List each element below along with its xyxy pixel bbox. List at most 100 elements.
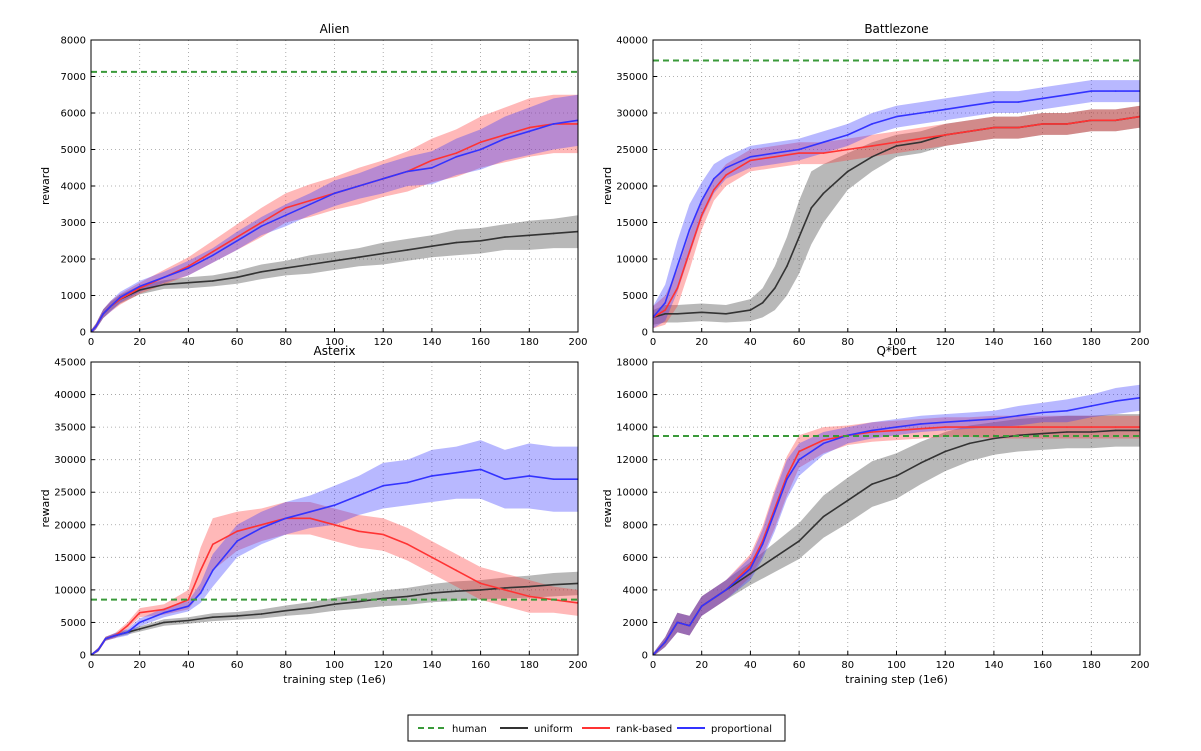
point-proportional <box>920 423 922 425</box>
point-proportional <box>688 229 691 231</box>
point-proportional <box>285 214 287 216</box>
x-tick-label: 200 <box>568 660 587 671</box>
legend: human uniform rank-based proportional <box>407 714 786 742</box>
point-uniform <box>406 595 409 598</box>
point-rank-based <box>138 611 141 614</box>
point-uniform <box>920 462 922 464</box>
point-uniform <box>455 241 458 244</box>
plot-area-battlezone <box>653 59 1140 329</box>
point-rank-based <box>1066 426 1068 428</box>
point-rank-based <box>126 624 129 627</box>
point-proportional <box>552 123 555 125</box>
point-proportional <box>1114 90 1117 92</box>
y-tick-label: 5000 <box>623 291 648 302</box>
point-proportional <box>676 265 679 268</box>
point-rank-based <box>199 569 202 572</box>
point-proportional <box>382 484 385 487</box>
x-tick-label: 120 <box>936 660 955 671</box>
point-rank-based <box>138 287 141 290</box>
x-tick-label: 0 <box>650 660 656 671</box>
y-tick-label: 40000 <box>616 36 648 47</box>
point-uniform <box>895 145 898 147</box>
point-rank-based <box>749 159 752 162</box>
y-tick-label: 12000 <box>616 455 648 466</box>
point-proportional <box>1114 400 1117 402</box>
point-proportional <box>187 605 190 607</box>
point-rank-based <box>713 188 715 191</box>
band-uniform <box>91 215 578 332</box>
y-tick-label: 8000 <box>623 520 648 531</box>
y-tick-label: 14000 <box>616 423 648 434</box>
x-tick-label: 40 <box>744 337 757 348</box>
point-rank-based <box>822 439 825 441</box>
y-tick-label: 5000 <box>61 618 86 629</box>
point-proportional <box>358 494 360 497</box>
point-uniform <box>479 239 482 242</box>
y-tick-label: 15000 <box>616 218 648 229</box>
x-tick-label: 100 <box>325 337 344 348</box>
point-uniform <box>664 312 666 315</box>
point-proportional <box>95 325 97 328</box>
point-rank-based <box>528 595 531 598</box>
x-tick-label: 200 <box>1130 337 1149 348</box>
legend-label-rank-based: rank-based <box>616 724 672 735</box>
y-axis-label: reward <box>601 489 614 527</box>
y-tick-label: 15000 <box>54 553 86 564</box>
point-proportional <box>993 101 995 103</box>
point-uniform <box>786 265 788 268</box>
point-uniform <box>211 280 214 282</box>
y-tick-label: 10000 <box>616 255 648 266</box>
point-rank-based <box>993 126 995 129</box>
point-proportional <box>187 267 190 269</box>
point-proportional <box>1090 90 1093 92</box>
point-uniform <box>1090 431 1093 433</box>
x-tick-label: 100 <box>325 660 344 671</box>
point-rank-based <box>700 214 703 216</box>
point-rank-based <box>968 130 971 133</box>
point-proportional <box>126 631 129 634</box>
point-uniform <box>749 572 752 575</box>
point-uniform <box>847 499 849 502</box>
point-proportional <box>406 481 409 484</box>
x-tick-label: 140 <box>984 660 1003 671</box>
point-proportional <box>993 418 995 420</box>
band-rank-based <box>91 502 578 655</box>
y-axis-label: reward <box>601 167 614 205</box>
point-proportional <box>786 478 788 481</box>
point-proportional <box>406 170 409 173</box>
point-proportional <box>211 569 214 572</box>
plot-area-asterix <box>91 440 578 655</box>
point-rank-based <box>309 517 311 520</box>
point-proportional <box>333 504 336 507</box>
x-tick-label: 80 <box>279 337 292 348</box>
legend-label-human: human <box>452 724 487 735</box>
panel-asterix: 0 20 40 60 80 100 120 140 160 180 200 0 5000 10000 150… <box>39 344 588 686</box>
y-tick-label: 1000 <box>61 291 86 302</box>
point-rank-based <box>749 564 752 567</box>
point-proportional <box>1017 414 1020 417</box>
point-proportional <box>528 130 531 133</box>
point-uniform <box>552 232 555 235</box>
point-rank-based <box>773 156 776 158</box>
point-rank-based <box>1041 123 1044 125</box>
point-rank-based <box>1114 426 1117 428</box>
x-tick-label: 180 <box>520 337 539 348</box>
point-uniform <box>285 267 287 269</box>
point-rank-based <box>968 426 971 428</box>
point-rank-based <box>920 427 922 430</box>
band-rank-based <box>653 105 1140 329</box>
point-rank-based <box>260 523 263 526</box>
point-uniform <box>944 450 946 453</box>
point-proportional <box>798 148 800 151</box>
point-uniform <box>504 587 506 589</box>
x-tick-label: 200 <box>568 337 587 348</box>
point-uniform <box>333 603 336 606</box>
point-uniform <box>187 281 190 284</box>
band-uniform <box>653 105 1140 325</box>
x-tick-label: 0 <box>88 337 94 348</box>
point-proportional <box>1041 97 1044 100</box>
x-tick-label: 20 <box>133 660 146 671</box>
point-uniform <box>773 287 776 290</box>
point-uniform <box>871 483 873 485</box>
point-rank-based <box>406 543 409 546</box>
